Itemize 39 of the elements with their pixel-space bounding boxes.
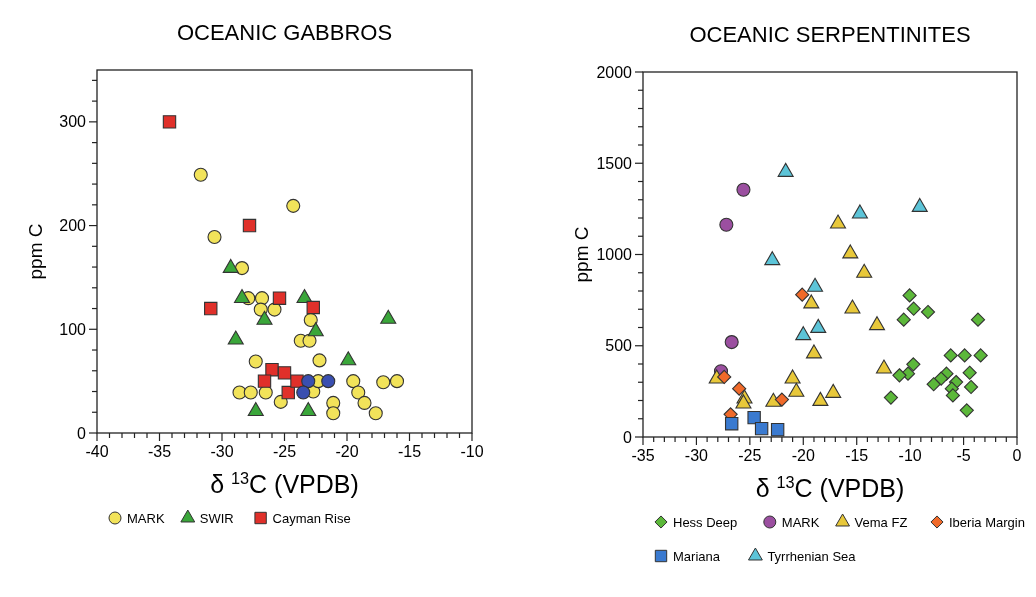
y-tick-label: 1000 [596, 246, 633, 263]
y-axis-title: ppm C [571, 226, 592, 283]
legend-label: Hess Deep [673, 515, 738, 530]
legend-label: MARK [781, 515, 820, 530]
x-tick-label: -20 [335, 443, 359, 460]
legend-label: Vema FZ [854, 515, 908, 530]
x-tick-label: -40 [85, 443, 109, 460]
x-tick-label: -35 [631, 447, 655, 464]
y-tick-label: 300 [59, 113, 87, 131]
legend-label: Iberia Margin [949, 515, 1025, 530]
y-tick-label: 200 [59, 217, 87, 235]
y-tick-label: 0 [77, 424, 87, 442]
x-tick-label: -5 [956, 447, 971, 464]
y-tick-label: 2000 [596, 63, 633, 81]
legend-label: SWIR [199, 511, 234, 526]
legend-label: MARK [127, 511, 165, 526]
legend-label: Cayman Rise [272, 511, 351, 526]
chart-title: OCEANIC GABBROS [176, 20, 393, 45]
y-tick-label: 100 [59, 320, 87, 338]
legend-label: Tyrrhenian Sea [767, 549, 857, 564]
x-tick-label: -10 [460, 443, 484, 460]
x-tick-label: -25 [272, 443, 297, 460]
x-tick-label: -20 [791, 447, 815, 464]
x-tick-label: -30 [210, 443, 234, 460]
chart-title: OCEANIC SERPENTINITES [689, 22, 971, 47]
x-axis-title: δ $^{13}$C (VPDB) [210, 469, 359, 498]
x-tick-label: -15 [845, 447, 869, 464]
x-tick-label: -15 [397, 443, 422, 460]
x-tick-label: -25 [738, 447, 762, 464]
y-tick-label: 1500 [596, 154, 633, 172]
x-tick-label: -30 [684, 447, 709, 464]
y-tick-label: 0 [623, 428, 633, 446]
legend-label: Mariana [673, 549, 721, 564]
y-axis-title: ppm C [25, 223, 46, 280]
y-tick-label: 500 [605, 337, 633, 355]
x-tick-label: -10 [898, 447, 922, 464]
x-tick-label: 0 [1012, 447, 1022, 464]
x-axis-title: δ $^{13}$C (VPDB) [755, 473, 905, 502]
x-tick-label: -35 [147, 443, 172, 460]
